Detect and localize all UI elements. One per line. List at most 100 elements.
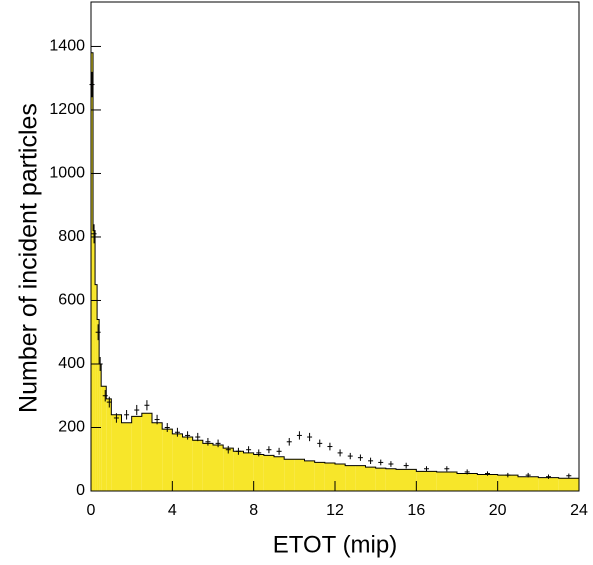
histogram-outline <box>90 52 579 491</box>
histogram-bar <box>141 413 152 491</box>
histogram-bar <box>385 468 396 491</box>
data-point <box>225 445 231 454</box>
data-point <box>95 324 101 341</box>
data-point <box>505 472 511 478</box>
data-point <box>403 462 409 469</box>
histogram-bar <box>375 468 386 491</box>
histogram-bar <box>294 459 305 491</box>
data-point <box>357 454 363 461</box>
histogram-bar <box>284 459 295 491</box>
data-point <box>205 437 211 446</box>
histogram-bar <box>192 440 203 491</box>
data-point <box>307 432 313 442</box>
histogram-bar <box>233 451 244 491</box>
histogram-bar <box>518 476 539 491</box>
data-point <box>266 446 272 454</box>
y-tick-label: 1000 <box>49 165 85 182</box>
data-point <box>337 449 343 457</box>
y-tick-label: 400 <box>58 355 85 372</box>
data-point <box>566 473 572 478</box>
data-point <box>124 410 130 420</box>
data-point <box>256 449 262 457</box>
y-tick-label: 600 <box>58 292 85 309</box>
data-point <box>185 431 191 440</box>
x-tick-label: 4 <box>168 502 177 519</box>
plot-frame <box>90 1 580 492</box>
data-point <box>89 71 95 98</box>
histogram-bar <box>97 319 100 491</box>
data-point <box>246 446 252 454</box>
data-point <box>525 472 531 478</box>
data-point <box>106 396 112 408</box>
data-point <box>388 461 394 467</box>
histogram-bar <box>182 437 193 491</box>
data-point <box>195 432 201 442</box>
data-point <box>317 439 323 448</box>
y-tick-label: 200 <box>58 419 85 436</box>
histogram-bar <box>202 443 213 491</box>
data-point <box>296 431 302 440</box>
histogram-bar <box>477 474 498 491</box>
histogram-bar <box>538 477 559 491</box>
data-point <box>235 447 241 455</box>
histogram-bar <box>95 284 98 491</box>
data-point <box>276 447 282 455</box>
histogram-bar <box>162 429 173 491</box>
y-axis-label: Number of incident particles <box>15 103 43 413</box>
histogram-bar <box>213 444 224 491</box>
histogram-bar <box>457 473 478 491</box>
data-point <box>464 469 470 475</box>
x-tick-label: 0 <box>87 502 96 519</box>
histogram-bar <box>274 456 285 491</box>
histogram-bar <box>101 386 107 491</box>
histogram-bar <box>355 465 366 491</box>
histogram-bar <box>345 465 356 491</box>
histogram-bar <box>253 454 264 491</box>
histogram-bar <box>172 433 183 491</box>
x-tick-label: 24 <box>570 502 588 519</box>
x-tick-label: 20 <box>489 502 507 519</box>
data-point <box>424 466 429 472</box>
histogram-bar <box>91 52 94 491</box>
histogram-bar <box>436 471 457 491</box>
histogram-bar <box>263 455 274 491</box>
data-point <box>174 427 180 437</box>
data-point <box>154 414 160 425</box>
data-point <box>444 466 450 472</box>
histogram-bar <box>243 452 254 491</box>
histogram-bar <box>111 414 122 491</box>
histogram-bar <box>121 422 132 491</box>
histogram-bar <box>365 467 376 491</box>
x-axis-label: ETOT (mip) <box>273 531 397 558</box>
y-tick-label: 800 <box>58 228 85 245</box>
data-point <box>485 471 490 476</box>
histogram-bar <box>304 460 315 491</box>
histogram-bar <box>558 478 579 491</box>
histogram-bar <box>106 398 112 491</box>
histogram-bar <box>416 471 437 491</box>
y-tick-label: 1200 <box>49 101 85 118</box>
data-point <box>286 437 292 446</box>
histogram-bar <box>497 475 518 491</box>
data-point <box>378 459 384 466</box>
y-tick-label: 1400 <box>49 38 85 55</box>
data-point <box>134 404 140 416</box>
histogram-bar <box>314 462 325 491</box>
x-tick-label: 8 <box>249 502 258 519</box>
data-point <box>368 457 374 465</box>
data-point <box>144 400 150 411</box>
data-point <box>327 442 333 451</box>
data-point <box>91 224 97 244</box>
data-point <box>347 452 353 460</box>
histogram-bar <box>396 469 417 491</box>
histogram-bar <box>93 230 96 491</box>
histogram-bar <box>335 464 346 491</box>
data-point <box>113 413 119 423</box>
histogram-bar <box>152 422 163 491</box>
histogram-bar <box>324 463 335 491</box>
data-point <box>102 390 108 402</box>
data-point <box>164 423 170 432</box>
data-point <box>546 474 551 479</box>
